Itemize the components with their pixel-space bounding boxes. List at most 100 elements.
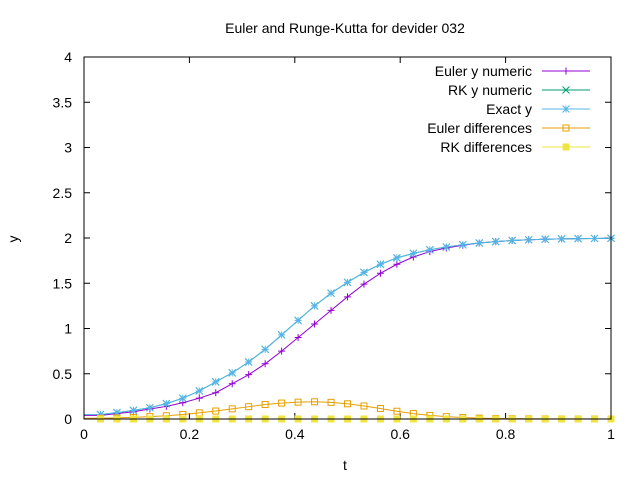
data-point	[360, 268, 368, 277]
legend-item: Euler differences	[427, 120, 590, 136]
data-point	[541, 235, 549, 244]
data-point	[475, 239, 484, 247]
data-point	[524, 235, 533, 244]
data-point	[228, 405, 236, 413]
legend: Euler y numeric RK y numeric Exact y Euler …	[427, 63, 590, 155]
data-point	[393, 254, 401, 262]
data-point	[574, 234, 582, 243]
x-tick-label: 0.6	[390, 426, 410, 442]
legend-label: Euler y numeric	[435, 63, 532, 79]
data-point	[327, 398, 335, 406]
axis-ticks: 0 0.2 0.4 0.6 0.8 1 0 0.5 1 1.5 2 2.5 3 3.5 4	[53, 49, 616, 442]
data-point	[590, 234, 599, 243]
data-point	[113, 408, 121, 417]
series-euler-y-numeric	[84, 234, 615, 419]
data-point	[245, 403, 253, 411]
data-point	[195, 387, 204, 395]
data-point	[211, 378, 220, 386]
series-exact-y	[84, 234, 615, 419]
data-point	[212, 389, 220, 397]
data-point	[327, 289, 335, 298]
x-tick-label: 0.8	[496, 426, 516, 442]
y-tick-label: 4	[64, 49, 72, 65]
data-point	[195, 394, 203, 402]
x-tick-label: 0.2	[180, 426, 200, 442]
data-point	[562, 86, 570, 94]
legend-label: RK y numeric	[448, 82, 532, 98]
y-tick-label: 0.5	[53, 366, 73, 382]
data-point	[344, 400, 351, 408]
data-point	[228, 380, 236, 388]
data-point	[277, 330, 286, 339]
series-line	[84, 237, 612, 415]
data-point	[376, 405, 384, 413]
data-point	[244, 358, 253, 366]
legend-item: Exact y	[486, 101, 590, 117]
data-point	[261, 360, 269, 368]
data-point	[562, 67, 570, 75]
data-point	[261, 345, 270, 354]
y-tick-label: 2.5	[53, 185, 73, 201]
plot-frame	[83, 56, 612, 420]
y-tick-label: 1.5	[53, 275, 73, 291]
data-point	[278, 399, 286, 407]
data-point	[562, 105, 570, 113]
legend-label: Euler differences	[427, 120, 532, 136]
data-point	[360, 280, 368, 288]
y-tick-label: 0	[64, 411, 72, 427]
y-tick-label: 3	[64, 140, 72, 156]
data-point	[212, 407, 220, 415]
y-tick-label: 2	[64, 230, 72, 246]
data-point	[228, 368, 237, 377]
data-point	[393, 260, 401, 268]
data-point	[129, 406, 138, 415]
data-point	[278, 347, 286, 355]
data-point	[491, 237, 500, 246]
data-point	[294, 334, 302, 342]
data-point	[562, 143, 570, 151]
data-point	[96, 410, 105, 419]
y-tick-label: 3.5	[53, 94, 73, 110]
data-point	[425, 245, 434, 254]
x-tick-label: 1	[607, 426, 615, 442]
data-point	[294, 316, 302, 325]
legend-item: Euler y numeric	[435, 63, 590, 79]
data-point	[508, 236, 517, 245]
y-axis-label: y	[5, 236, 21, 243]
series-rk-y-numeric	[84, 234, 615, 419]
data-point	[343, 278, 352, 287]
series-line	[84, 237, 612, 415]
legend-item: RK differences	[440, 139, 590, 155]
data-point	[562, 124, 570, 132]
data-point	[245, 371, 253, 379]
x-tick-label: 0.4	[285, 426, 305, 442]
x-axis-label: t	[343, 457, 347, 473]
data-point	[393, 407, 401, 415]
data-point	[344, 293, 351, 301]
data-point	[360, 402, 368, 410]
series-line	[84, 237, 612, 416]
legend-label: RK differences	[440, 139, 532, 155]
legend-label: Exact y	[486, 101, 532, 117]
data-point	[458, 240, 467, 249]
data-point	[327, 306, 335, 314]
data-point	[311, 398, 319, 406]
data-point	[261, 401, 269, 409]
data-point	[376, 260, 385, 269]
data-point	[178, 394, 187, 403]
plot-area	[84, 234, 615, 423]
data-point	[146, 403, 154, 412]
data-point	[376, 269, 384, 277]
data-point	[409, 249, 418, 258]
data-point	[442, 243, 451, 251]
data-point	[311, 320, 319, 328]
data-point	[310, 302, 319, 310]
chart-title: Euler and Runge-Kutta for devider 032	[225, 20, 465, 36]
data-point	[162, 399, 171, 408]
x-tick-label: 0	[80, 426, 88, 442]
y-tick-label: 1	[64, 321, 72, 337]
data-point	[294, 398, 302, 406]
legend-item: RK y numeric	[448, 82, 590, 98]
data-point	[557, 235, 566, 243]
